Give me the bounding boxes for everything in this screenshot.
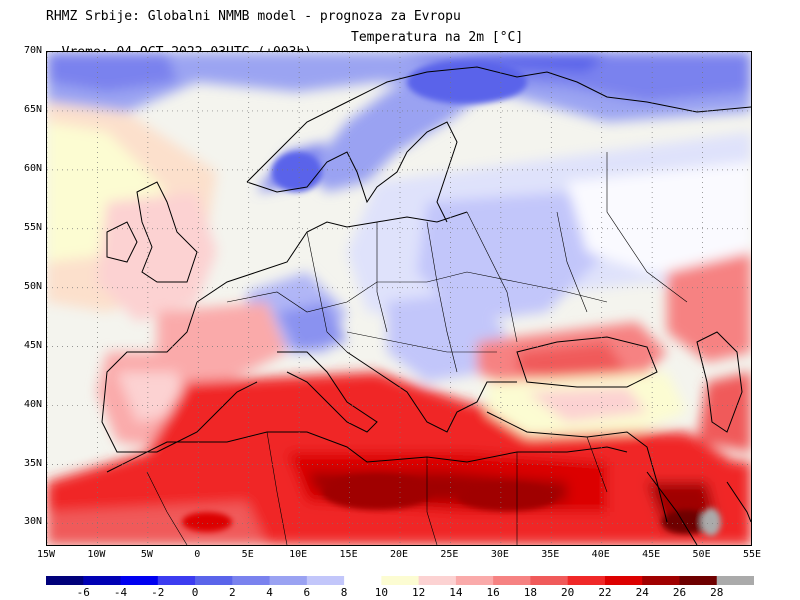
colorbar — [46, 576, 754, 585]
colorbar-swatch — [83, 576, 122, 585]
colorbar-swatch — [344, 576, 382, 585]
colorbar-tick: 2 — [229, 586, 236, 599]
colorbar-swatch — [381, 576, 420, 585]
lon-label: 15W — [36, 549, 56, 560]
colorbar-tick: 12 — [412, 586, 426, 599]
colorbar-swatch — [306, 576, 345, 585]
lon-label: 15E — [339, 549, 358, 560]
colorbar-tick: 0 — [191, 586, 199, 599]
colorbar-tick: 24 — [635, 586, 649, 599]
lon-label: 45E — [642, 549, 661, 560]
temperature-field-svg — [47, 52, 751, 545]
coastlines — [101, 66, 751, 545]
lon-label: 30E — [490, 549, 509, 560]
map-title: RHMZ Srbije: Globalni NMMB model - progn… — [46, 9, 461, 24]
colorbar-tick: 18 — [523, 586, 538, 599]
lat-label: 60N — [23, 162, 42, 174]
colorbar-swatch — [493, 576, 531, 585]
colorbar-tick: -4 — [113, 586, 128, 599]
colorbar-tick: 8 — [340, 586, 348, 599]
colorbar-tick: 14 — [449, 586, 463, 599]
lat-label: 40N — [23, 398, 42, 410]
lon-label: 35E — [541, 549, 560, 560]
parameter-label: Temperatura na 2m [°C] — [351, 30, 524, 45]
colorbar-swatch — [157, 576, 196, 585]
lat-label: 70N — [23, 45, 42, 56]
lon-label: 0 — [194, 549, 201, 560]
colorbar-swatch — [604, 576, 643, 585]
colorbar-swatch — [46, 576, 84, 585]
colorbar-swatch — [567, 576, 606, 585]
temperature-map — [46, 51, 752, 546]
lat-label: 50N — [23, 280, 42, 292]
colorbar-tick: -2 — [151, 586, 165, 599]
colorbar-tick: 26 — [672, 586, 687, 599]
colorbar-tick: 10 — [374, 586, 388, 599]
colorbar-swatch — [716, 576, 754, 585]
colorbar-swatch — [269, 576, 308, 585]
colorbar-swatch — [642, 576, 680, 585]
colorbar-tick: 4 — [266, 586, 273, 599]
colorbar-swatch — [679, 576, 718, 585]
country-borders — [146, 152, 688, 545]
colorbar-swatch — [120, 576, 159, 585]
lon-label: 40E — [591, 549, 610, 560]
colorbar-swatch — [232, 576, 271, 585]
lon-label: 5W — [140, 549, 153, 560]
lat-label: 55N — [23, 221, 42, 233]
lon-label: 25E — [440, 549, 459, 560]
colorbar-tick: 20 — [561, 586, 575, 599]
colorbar-swatch — [195, 576, 233, 585]
lon-label: 50E — [692, 549, 711, 560]
colorbar-tick: 22 — [598, 586, 612, 599]
lon-label: 10E — [289, 549, 308, 560]
colorbar-tick: 6 — [303, 586, 311, 599]
lat-label: 45N — [23, 339, 42, 351]
lon-label: 10W — [87, 549, 106, 560]
lat-label: 30N — [23, 516, 42, 528]
colorbar-swatch — [418, 576, 457, 585]
colorbar-tick: -6 — [76, 586, 90, 599]
colorbar-tick: 28 — [710, 586, 724, 599]
lon-label: 20E — [389, 549, 409, 560]
colorbar-tick: 16 — [486, 586, 500, 599]
colorbar-swatch — [455, 576, 494, 585]
colorbar-swatch — [530, 576, 569, 585]
lon-label: 55E — [742, 549, 762, 560]
lon-label: 5E — [241, 549, 254, 560]
lat-label: 35N — [23, 457, 42, 469]
lat-label: 65N — [23, 103, 42, 115]
